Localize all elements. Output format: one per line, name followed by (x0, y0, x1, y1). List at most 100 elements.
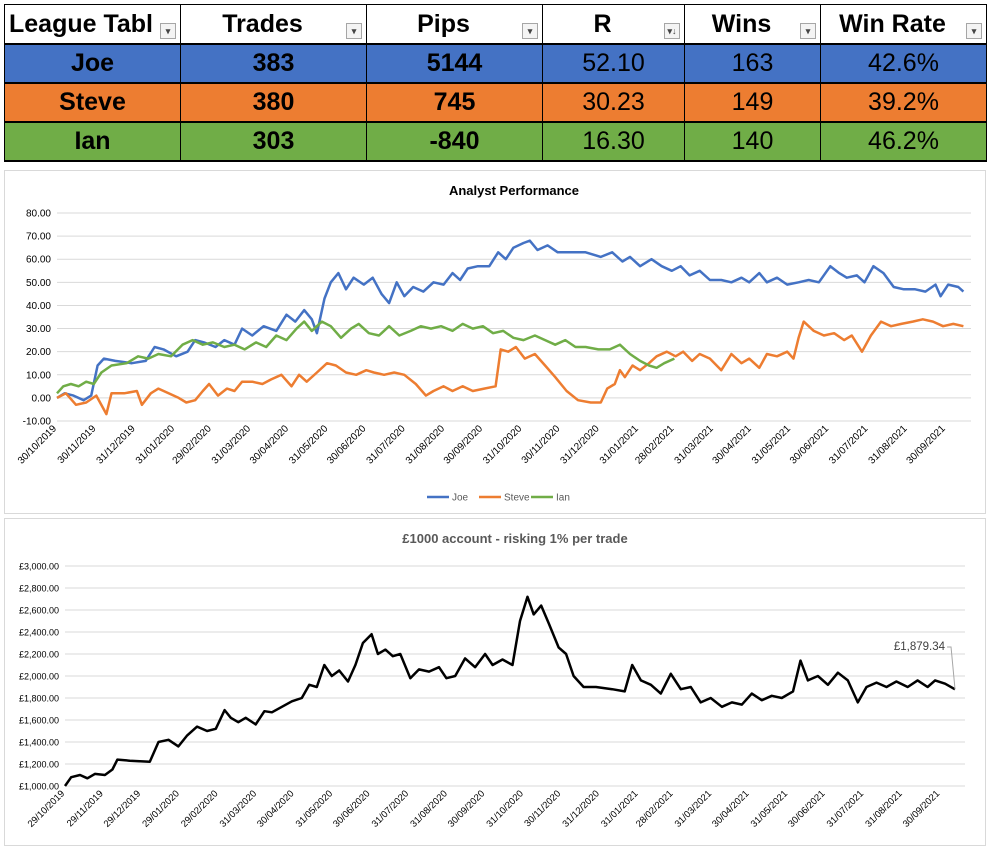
x-tick-label: 30/06/2020 (331, 788, 372, 829)
x-tick-label: 31/08/2021 (867, 423, 910, 466)
r-cell[interactable]: 30.23 (542, 82, 685, 123)
wins-cell[interactable]: 163 (684, 43, 821, 84)
y-tick-label: 50.00 (26, 278, 51, 289)
data-label: £1,879.34 (894, 641, 946, 653)
x-tick-label: 31/07/2021 (825, 788, 866, 829)
pips-cell[interactable]: 745 (366, 82, 543, 123)
legend-label: Joe (452, 493, 469, 504)
filter-dropdown-icon[interactable]: ▾ (800, 23, 816, 39)
x-tick-label: 31/12/2020 (559, 423, 602, 466)
r-cell[interactable]: 52.10 (542, 43, 685, 84)
analyst-name-cell[interactable]: Ian (4, 121, 181, 162)
x-tick-label: 29/11/2019 (65, 788, 106, 829)
win-rate-cell[interactable]: 46.2% (820, 121, 987, 162)
header-cell: Win Rate ▾ (820, 4, 987, 45)
y-tick-label: £1,200.00 (19, 760, 59, 770)
x-tick-label: 31/03/2020 (210, 423, 253, 466)
x-tick-label: 31/05/2020 (294, 788, 335, 829)
legend-label: Ian (556, 493, 570, 504)
header-cell: Wins ▾ (684, 4, 821, 45)
trades-cell[interactable]: 383 (180, 43, 367, 84)
series-line[interactable] (56, 239, 965, 402)
filter-dropdown-icon[interactable]: ▾ (160, 23, 176, 39)
series-line[interactable] (56, 318, 964, 416)
r-cell[interactable]: 16.30 (542, 121, 685, 162)
x-tick-label: 31/08/2020 (404, 423, 447, 466)
trades-cell[interactable]: 380 (180, 82, 367, 123)
x-tick-label: 29/01/2020 (140, 788, 181, 829)
win-rate-cell[interactable]: 42.6% (820, 43, 987, 84)
x-tick-label: 30/04/2020 (248, 423, 291, 466)
filter-dropdown-icon[interactable]: ▾ (522, 23, 538, 39)
sort-descending-filter-icon[interactable]: ▾↓ (664, 23, 680, 39)
wins-cell[interactable]: 149 (684, 82, 821, 123)
pips-cell[interactable]: -840 (366, 121, 543, 162)
x-tick-label: 30/04/2021 (710, 788, 751, 829)
header-cell: R ▾↓ (542, 4, 685, 45)
y-tick-label: £2,800.00 (19, 584, 59, 594)
x-tick-label: 30/06/2021 (786, 788, 827, 829)
account-balance-chart[interactable]: £1000 account - risking 1% per trade £1,0… (4, 518, 986, 846)
data-label-leader (947, 646, 956, 690)
table-row: Steve 380 745 30.23 149 39.2% (4, 82, 987, 123)
x-tick-label: 31/03/2021 (673, 423, 716, 466)
y-tick-label: 80.00 (26, 209, 51, 220)
pips-cell[interactable]: 5144 (366, 43, 543, 84)
y-tick-label: 0.00 (32, 393, 52, 404)
filter-dropdown-icon[interactable]: ▾ (346, 23, 362, 39)
y-tick-label: £1,600.00 (19, 716, 59, 726)
win-rate-cell[interactable]: 39.2% (820, 82, 987, 123)
x-tick-label: 31/12/2019 (95, 423, 138, 466)
x-tick-label: 30/04/2021 (711, 423, 754, 466)
y-tick-label: 60.00 (26, 255, 51, 266)
header-label: Win Rate (839, 9, 946, 38)
y-tick-label: -10.00 (23, 417, 52, 428)
series-line[interactable] (63, 595, 956, 787)
header-cell: League Tabl ▾ (4, 4, 181, 45)
series-line[interactable] (56, 320, 675, 395)
y-tick-label: £3,000.00 (19, 562, 59, 572)
x-tick-label: 30/10/2019 (16, 423, 59, 466)
y-tick-label: £2,600.00 (19, 606, 59, 616)
analyst-performance-chart[interactable]: Analyst Performance -10.00 0.00 10.00 20.00 3… (4, 170, 986, 514)
x-tick-label: 29/02/2020 (179, 788, 220, 829)
table-row: Joe 383 5144 52.10 163 42.6% (4, 43, 987, 84)
x-tick-label: 30/09/2021 (905, 423, 948, 466)
x-tick-label: 31/05/2020 (287, 423, 330, 466)
header-label: Wins (711, 9, 772, 38)
x-tick-label: 31/03/2020 (218, 788, 259, 829)
x-tick-label: 31/07/2021 (827, 423, 870, 466)
league-table: League Tabl ▾ Trades ▾ Pips ▾ R ▾↓ Wins ▾ Win… (4, 4, 987, 162)
x-tick-label: 28/02/2021 (634, 788, 675, 829)
y-tick-label: £1,000.00 (19, 782, 59, 792)
x-tick-label: 30/09/2021 (901, 788, 942, 829)
x-tick-label: 30/09/2020 (446, 788, 487, 829)
wins-cell[interactable]: 140 (684, 121, 821, 162)
x-tick-label: 30/11/2020 (520, 423, 563, 466)
x-tick-label: 28/02/2021 (633, 423, 676, 466)
x-tick-label: 31/03/2021 (673, 788, 714, 829)
y-tick-label: 30.00 (26, 324, 51, 335)
y-tick-label: £1,400.00 (19, 738, 59, 748)
y-tick-label: 20.00 (26, 347, 51, 358)
x-tick-label: 30/11/2020 (522, 788, 563, 829)
analyst-name-cell[interactable]: Steve (4, 82, 181, 123)
x-tick-label: 31/10/2020 (481, 423, 524, 466)
trades-cell[interactable]: 303 (180, 121, 367, 162)
y-tick-label: £2,000.00 (19, 672, 59, 682)
x-tick-label: 29/10/2019 (26, 788, 67, 829)
filter-dropdown-icon[interactable]: ▾ (966, 23, 982, 39)
header-label: Pips (417, 9, 470, 38)
header-cell: Pips ▾ (366, 4, 543, 45)
x-tick-label: 31/05/2021 (750, 423, 793, 466)
y-tick-label: 10.00 (26, 370, 51, 381)
x-tick-label: 31/07/2020 (365, 423, 408, 466)
header-label: Trades (222, 9, 303, 38)
x-tick-label: 29/12/2019 (102, 788, 143, 829)
analyst-name-cell[interactable]: Joe (4, 43, 181, 84)
x-tick-label: 31/05/2021 (749, 788, 790, 829)
header-label: R (593, 9, 612, 38)
x-tick-label: 31/12/2020 (560, 788, 601, 829)
y-tick-label: £1,800.00 (19, 694, 59, 704)
x-tick-label: 31/08/2021 (863, 788, 904, 829)
